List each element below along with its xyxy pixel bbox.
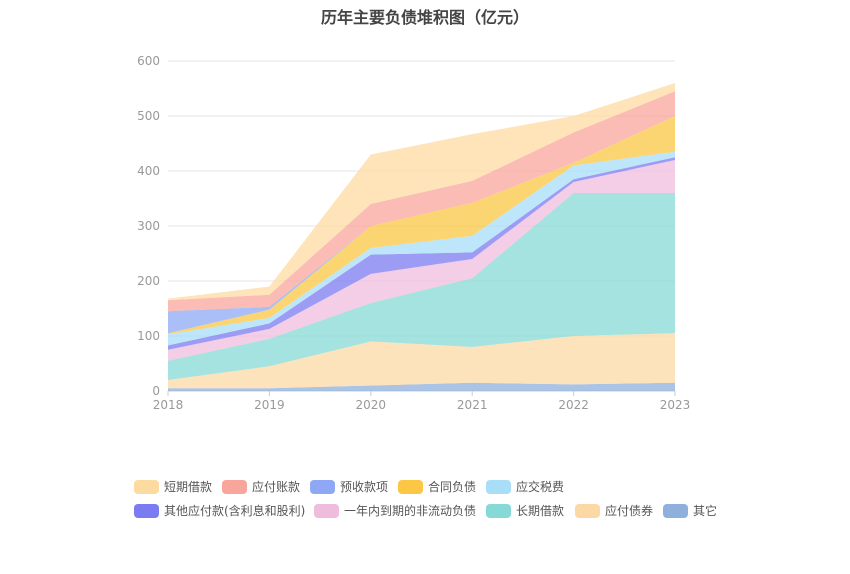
legend-swatch bbox=[398, 479, 423, 494]
legend-label: 应付债券 bbox=[605, 504, 654, 518]
legend-swatch bbox=[314, 503, 339, 518]
y-tick-label: 400 bbox=[137, 164, 160, 178]
area-series bbox=[168, 91, 675, 312]
legend-swatch bbox=[575, 503, 600, 518]
legend-item[interactable]: 应付债券 bbox=[575, 502, 653, 519]
x-tick-label: 2021 bbox=[457, 398, 488, 412]
legend-swatch bbox=[222, 479, 247, 494]
area-series bbox=[168, 83, 675, 301]
legend-swatch bbox=[486, 503, 511, 518]
x-tick-label: 2020 bbox=[356, 398, 387, 412]
legend-item[interactable]: 短期借款 bbox=[134, 478, 212, 495]
y-tick-label: 500 bbox=[137, 109, 160, 123]
area-series bbox=[168, 193, 675, 380]
x-tick-label: 2022 bbox=[558, 398, 589, 412]
legend-swatch bbox=[663, 503, 688, 518]
legend-swatch bbox=[134, 503, 159, 518]
area-series bbox=[168, 116, 675, 335]
legend-item[interactable]: 长期借款 bbox=[486, 502, 564, 519]
legend-label: 应付账款 bbox=[252, 480, 301, 494]
area-series bbox=[168, 151, 675, 346]
area-series bbox=[168, 116, 675, 334]
legend-label: 合同负债 bbox=[428, 480, 477, 494]
y-tick-label: 200 bbox=[137, 274, 160, 288]
legend-label: 一年内到期的非流动负债 bbox=[344, 504, 477, 518]
y-tick-label: 600 bbox=[137, 54, 160, 68]
area-series bbox=[168, 160, 675, 361]
legend-label: 预收款项 bbox=[340, 480, 389, 494]
legend-item[interactable]: 应交税费 bbox=[486, 478, 564, 495]
area-series bbox=[168, 333, 675, 389]
area-series bbox=[168, 382, 675, 391]
chart-title: 历年主要负债堆积图（亿元） bbox=[320, 8, 529, 27]
x-tick-label: 2019 bbox=[254, 398, 285, 412]
x-tick-label: 2023 bbox=[660, 398, 691, 412]
y-tick-label: 100 bbox=[137, 329, 160, 343]
legend-item[interactable]: 预收款项 bbox=[310, 478, 388, 495]
legend-label: 其它 bbox=[693, 504, 718, 518]
legend-item[interactable]: 其它 bbox=[663, 502, 717, 519]
y-tick-label: 0 bbox=[152, 384, 160, 398]
legend-item[interactable]: 应付账款 bbox=[222, 478, 300, 495]
x-tick-label: 2018 bbox=[153, 398, 184, 412]
legend-swatch bbox=[486, 479, 511, 494]
y-tick-label: 300 bbox=[137, 219, 160, 233]
legend-label: 长期借款 bbox=[516, 504, 565, 518]
legend-item[interactable]: 一年内到期的非流动负债 bbox=[314, 502, 476, 519]
legend-swatch bbox=[310, 479, 335, 494]
legend-label: 应交税费 bbox=[516, 480, 565, 494]
legend-label: 其他应付款(含利息和股利) bbox=[164, 504, 306, 518]
legend-label: 短期借款 bbox=[164, 480, 213, 494]
legend-item[interactable]: 其他应付款(含利息和股利) bbox=[134, 502, 305, 519]
legend-swatch bbox=[134, 479, 159, 494]
legend-item[interactable]: 合同负债 bbox=[398, 478, 476, 495]
